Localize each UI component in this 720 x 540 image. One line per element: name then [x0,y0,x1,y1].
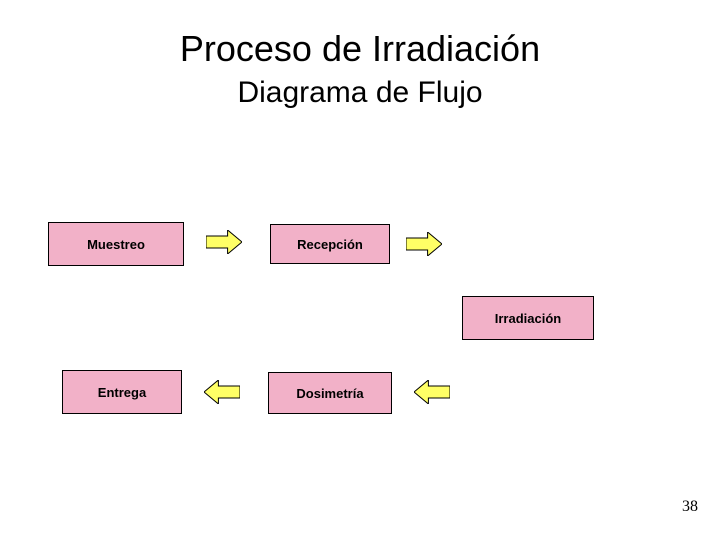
node-recepcion: Recepción [270,224,390,264]
arrow-4-icon [204,380,240,404]
title-line-1: Proceso de Irradiación [0,28,720,70]
node-irradiacion: Irradiación [462,296,594,340]
arrow-2-icon [406,232,442,256]
node-muestreo: Muestreo [48,222,184,266]
arrow-1-icon [206,230,242,254]
node-muestreo-label: Muestreo [87,237,145,252]
node-entrega-label: Entrega [98,385,146,400]
node-entrega: Entrega [62,370,182,414]
page-number: 38 [682,498,698,516]
title-line-2: Diagrama de Flujo [0,76,720,110]
node-recepcion-label: Recepción [297,237,363,252]
node-dosimetria: Dosimetría [268,372,392,414]
node-dosimetria-label: Dosimetría [296,386,363,401]
node-irradiacion-label: Irradiación [495,311,561,326]
arrow-3-icon [414,380,450,404]
